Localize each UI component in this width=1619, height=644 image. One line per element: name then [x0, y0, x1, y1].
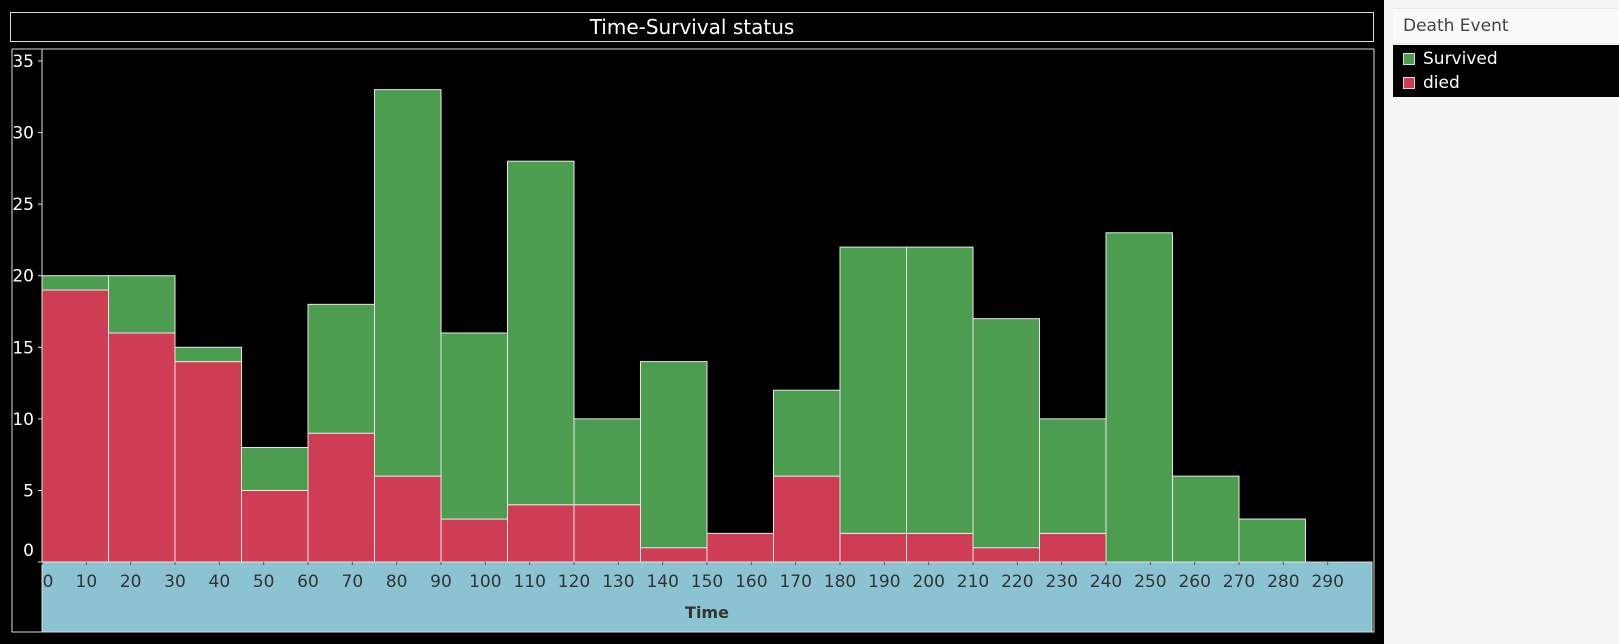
bar-died-60 — [307, 432, 375, 563]
x-tick-label-20: 20 — [120, 572, 142, 592]
legend-panel: Death Event Survived died — [1393, 0, 1619, 644]
x-tick-label-170: 170 — [779, 572, 811, 592]
bar-died-75 — [374, 475, 442, 563]
legend-title: Death Event — [1393, 8, 1619, 44]
x-tick-label-250: 250 — [1134, 572, 1166, 592]
x-tick-label-90: 90 — [430, 572, 452, 592]
x-tick-label-200: 200 — [912, 572, 944, 592]
x-tick-label-230: 230 — [1045, 572, 1077, 592]
chart-title: Time-Survival status — [10, 12, 1374, 42]
x-tick-label-260: 260 — [1178, 572, 1210, 592]
x-tick-label-270: 270 — [1223, 572, 1255, 592]
x-tick-label-30: 30 — [164, 572, 186, 592]
x-tick-label-70: 70 — [342, 572, 364, 592]
bar-died-15 — [108, 332, 176, 563]
x-tick-label-140: 140 — [646, 572, 678, 592]
x-axis-band — [41, 561, 1373, 633]
y-tick-label-20: 20 — [12, 267, 34, 287]
y-tick-label-0: 0 — [23, 541, 34, 561]
bar-died-180 — [839, 532, 907, 563]
y-tick-label-30: 30 — [12, 124, 34, 144]
x-tick-label-10: 10 — [76, 572, 98, 592]
x-tick-label-50: 50 — [253, 572, 275, 592]
bar-survived-210 — [972, 318, 1040, 549]
bar-survived-120 — [573, 418, 641, 506]
x-tick-label-130: 130 — [602, 572, 634, 592]
x-tick-label-190: 190 — [868, 572, 900, 592]
legend-item-died[interactable]: died — [1403, 71, 1460, 95]
bar-survived-240 — [1105, 232, 1173, 563]
x-tick-label-60: 60 — [297, 572, 319, 592]
bar-survived-60 — [307, 303, 375, 434]
chart-area: Time-Survival status 0 5 10 15 20 25 30 35 0 10 20… — [0, 0, 1384, 644]
bar-died-0 — [41, 289, 109, 563]
bar-died-30 — [174, 361, 242, 563]
bar-survived-30 — [174, 346, 242, 363]
legend-label-survived: Survived — [1423, 49, 1498, 69]
legend-swatch-died — [1403, 77, 1415, 89]
bar-survived-255 — [1172, 475, 1240, 563]
bar-survived-105 — [507, 160, 575, 506]
x-tick-label-290: 290 — [1311, 572, 1343, 592]
bar-died-90 — [440, 518, 508, 563]
x-tick-label-0: 0 — [43, 572, 54, 592]
x-tick-label-160: 160 — [735, 572, 767, 592]
bar-died-120 — [573, 504, 641, 563]
bar-died-195 — [906, 532, 974, 563]
bar-survived-195 — [906, 246, 974, 534]
y-tick-label-10: 10 — [12, 410, 34, 430]
bar-survived-45 — [241, 446, 309, 491]
x-tick-label-40: 40 — [209, 572, 231, 592]
bar-died-150 — [706, 532, 774, 563]
x-tick-label-180: 180 — [824, 572, 856, 592]
bar-survived-0 — [41, 275, 109, 291]
bar-died-45 — [241, 489, 309, 563]
bar-died-165 — [773, 475, 841, 563]
y-tick-label-25: 25 — [12, 195, 34, 215]
legend-label-died: died — [1423, 73, 1460, 93]
x-tick-label-240: 240 — [1090, 572, 1122, 592]
y-tick-label-5: 5 — [23, 481, 34, 501]
x-tick-label-100: 100 — [469, 572, 501, 592]
x-tick-label-150: 150 — [691, 572, 723, 592]
bar-survived-15 — [108, 275, 176, 334]
x-tick-label-120: 120 — [558, 572, 590, 592]
x-tick-label-220: 220 — [1001, 572, 1033, 592]
bar-died-225 — [1039, 532, 1107, 563]
x-axis-title: Time — [685, 603, 729, 622]
bar-survived-135 — [640, 361, 708, 549]
bar-survived-165 — [773, 389, 841, 477]
bar-died-135 — [640, 547, 708, 563]
bar-survived-180 — [839, 246, 907, 534]
x-tick-label-210: 210 — [957, 572, 989, 592]
bar-died-210 — [972, 547, 1040, 563]
plot-svg: 0 5 10 15 20 25 30 35 0 10 20 30 40 50 60 70 80 90 100 110 1… — [11, 48, 1375, 633]
bar-survived-270 — [1238, 518, 1306, 563]
legend-swatch-survived — [1403, 53, 1415, 65]
bar-died-105 — [507, 504, 575, 563]
bar-survived-225 — [1039, 418, 1107, 534]
y-tick-label-35: 35 — [12, 52, 34, 72]
x-tick-label-280: 280 — [1267, 572, 1299, 592]
bar-survived-90 — [440, 332, 508, 520]
bar-survived-75 — [374, 89, 442, 477]
legend-list: Survived died — [1393, 45, 1619, 97]
x-tick-label-80: 80 — [386, 572, 408, 592]
x-tick-label-110: 110 — [513, 572, 545, 592]
y-tick-label-15: 15 — [12, 338, 34, 358]
legend-item-survived[interactable]: Survived — [1403, 47, 1498, 71]
